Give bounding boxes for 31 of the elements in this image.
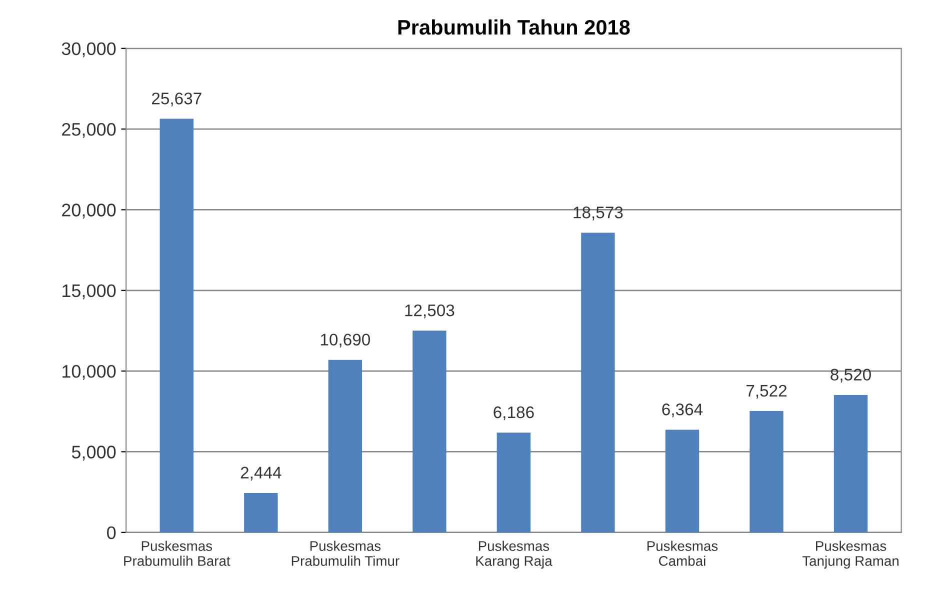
x-tick-label: Puskesmas Cambai [647,540,718,566]
bar [834,394,868,532]
bar [328,360,362,532]
data-label: 7,522 [746,384,787,399]
y-tick-label: 10,000 [62,365,116,380]
y-tick-label: 30,000 [62,42,116,58]
x-tick-label: Puskesmas Karang Raja [476,540,552,569]
y-tick-label: 5,000 [72,446,116,461]
data-label: 2,444 [240,466,282,481]
y-tick-label: 0 [107,526,116,540]
bar [412,330,446,532]
data-label: 8,520 [830,368,871,383]
data-label: 12,503 [405,304,454,318]
chart-title: Prabumulih Tahun 2018 [398,19,630,35]
data-label: 18,573 [574,206,623,220]
x-tick-label: Puskesmas Tanjung Raman [802,540,898,569]
bar [750,411,784,532]
data-label: 6,186 [494,406,534,420]
bar [160,118,194,532]
data-label: 6,364 [662,404,703,418]
data-label: 25,637 [152,92,202,106]
x-tick-label: Puskesmas Prabumulih Barat [124,540,230,566]
bar [496,432,531,532]
bar [665,430,700,532]
x-tick-label: Puskesmas Prabumulih Timur [292,540,400,566]
bar [244,492,278,532]
y-tick-label: 15,000 [62,284,116,300]
y-tick-label: 20,000 [62,204,116,219]
y-tick-label: 25,000 [62,123,116,138]
data-label: 10,690 [320,334,370,348]
bar [581,232,615,532]
